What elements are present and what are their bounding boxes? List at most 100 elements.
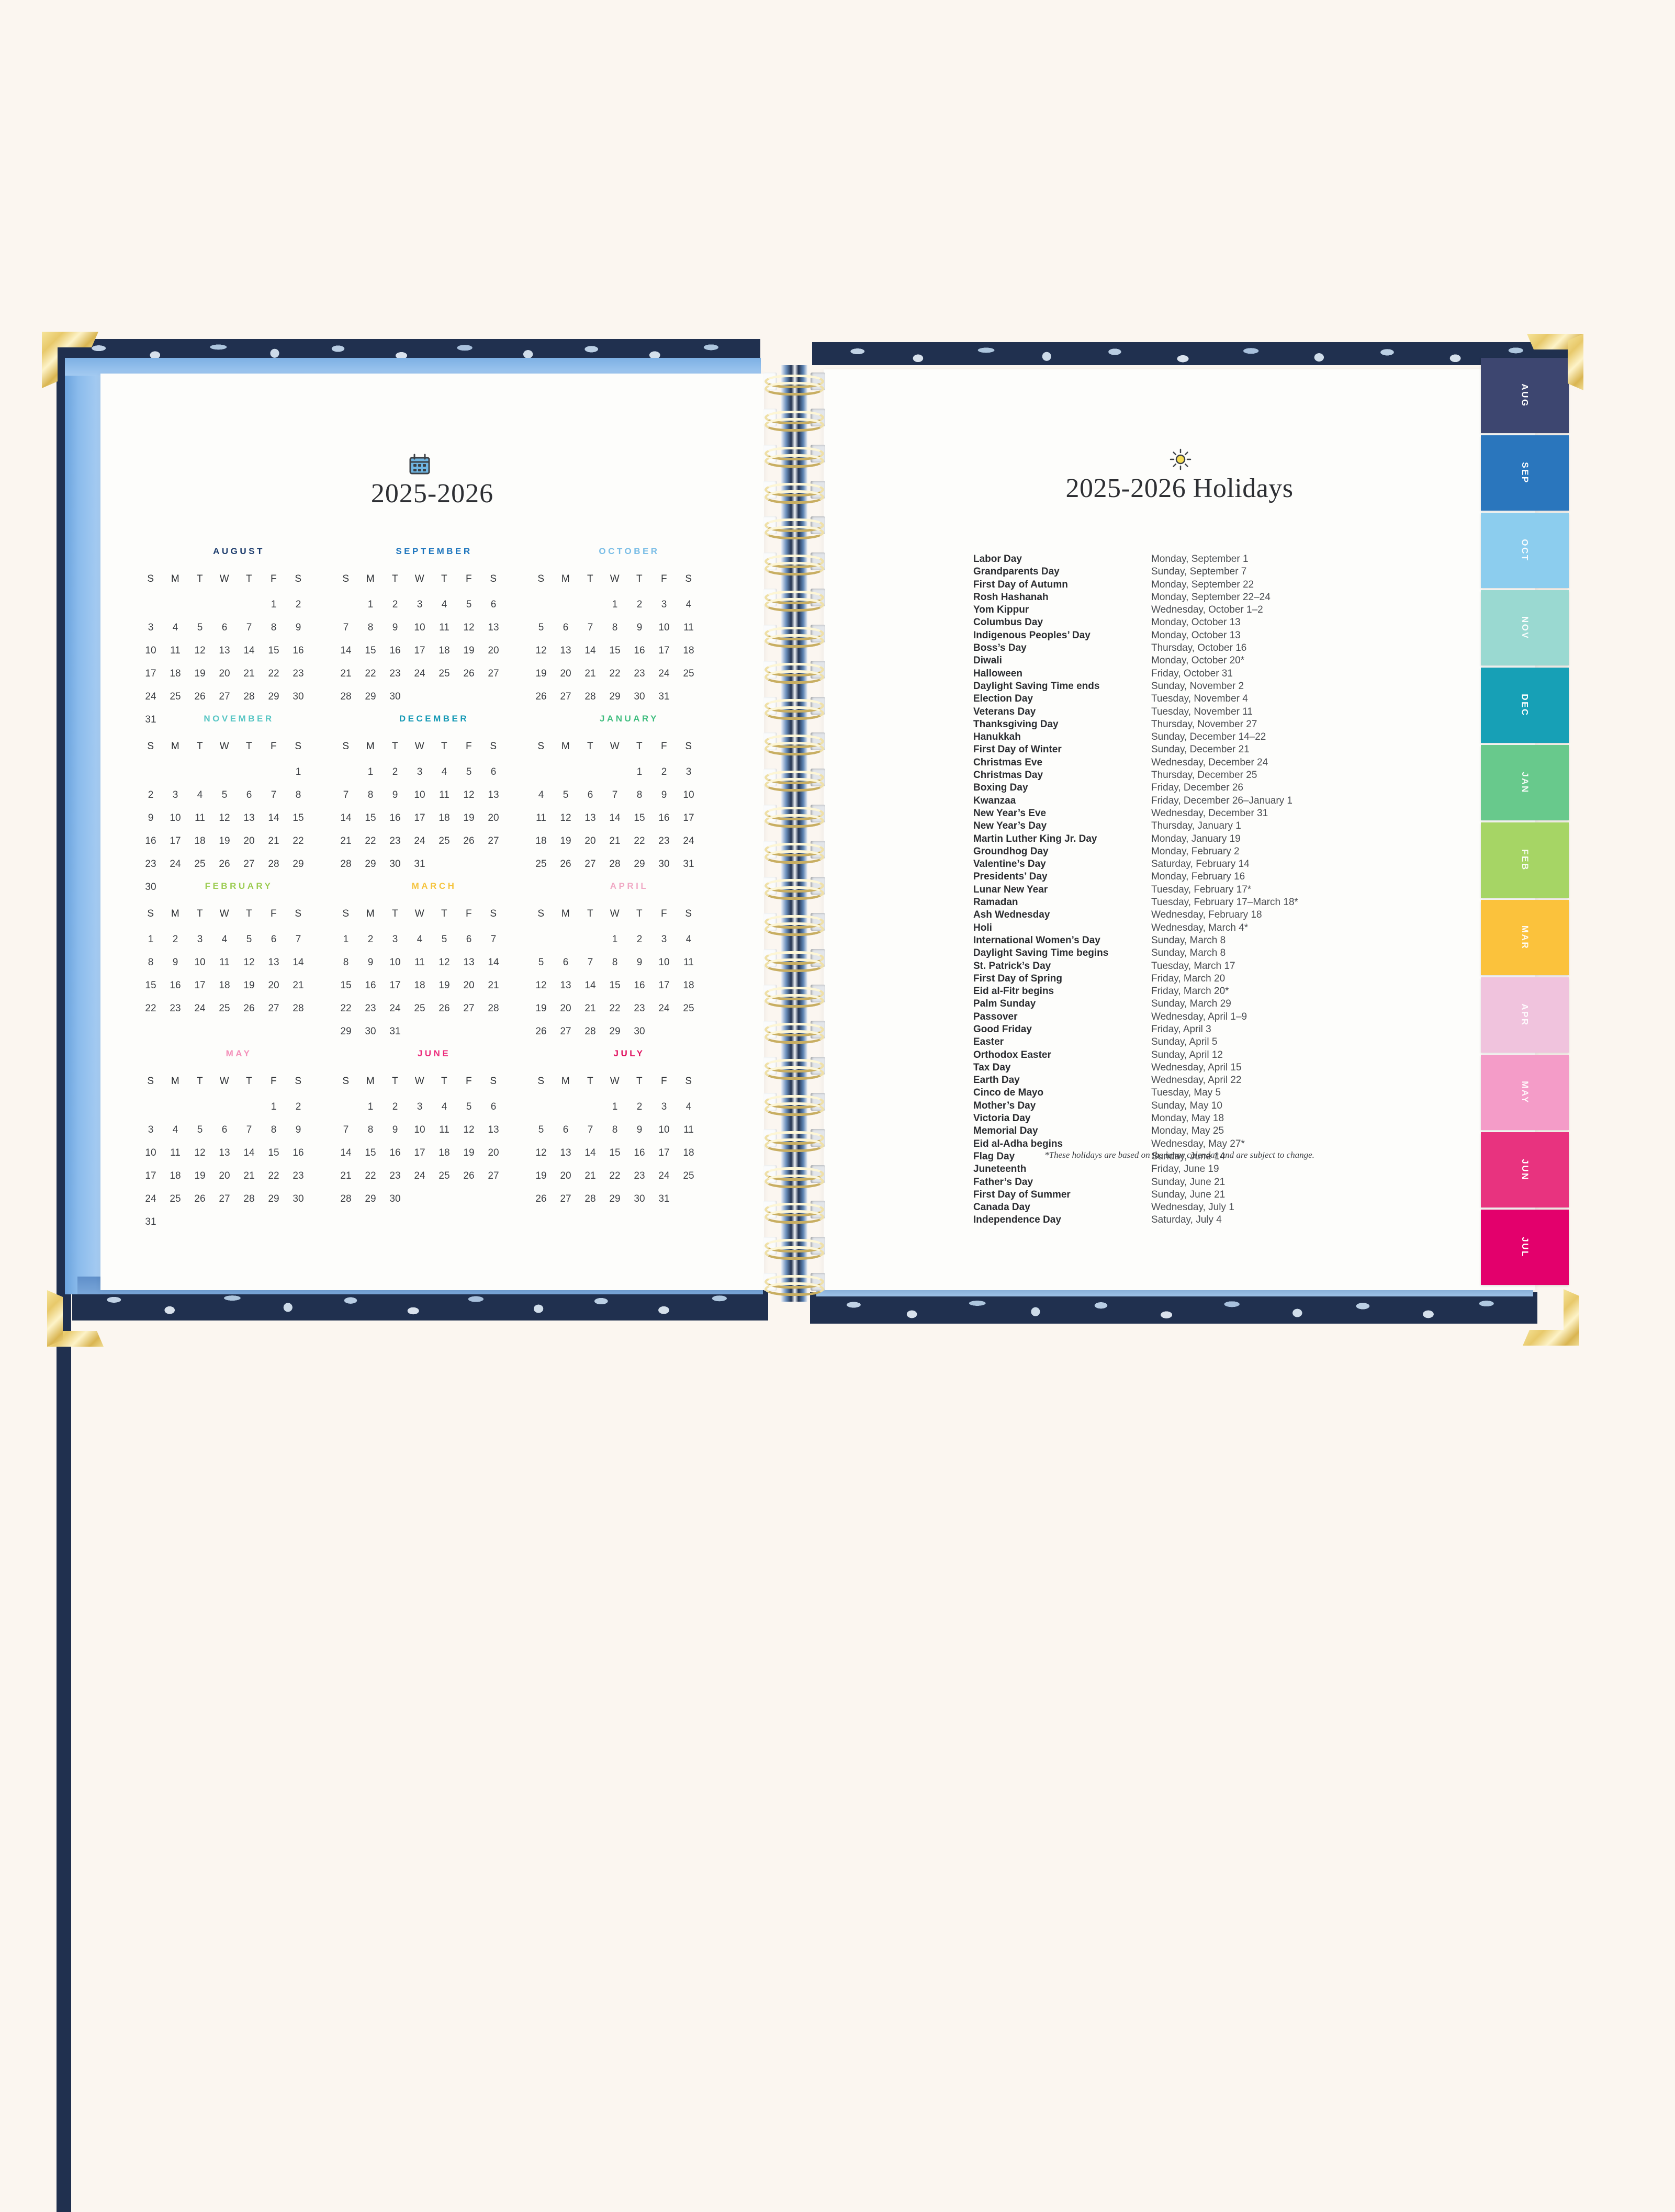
day-cell: 13 <box>219 645 230 656</box>
week-row: 11 12 13 14 15 16 17 <box>532 812 727 824</box>
weekday-label: S <box>537 908 545 919</box>
day-cell: 16 <box>293 645 304 656</box>
day-cell: 7 <box>246 1124 252 1135</box>
day-cell: 22 <box>365 836 376 847</box>
day-cell: 30 <box>365 1026 376 1037</box>
holiday-date: Monday, October 20* <box>1151 655 1245 667</box>
month-tab-feb[interactable]: FEB <box>1481 822 1569 898</box>
day-cell: 4 <box>197 789 203 800</box>
day-cell: 13 <box>463 957 475 968</box>
weekday-label: T <box>636 573 643 584</box>
weekday-label: W <box>219 741 230 752</box>
week-row: 1 2 3 4 <box>532 934 727 945</box>
day-cell: 23 <box>170 1003 181 1014</box>
day-cell: 24 <box>145 691 156 702</box>
month-tab-dec[interactable]: DEC <box>1481 668 1569 743</box>
day-cell: 12 <box>535 645 547 656</box>
day-cell: 17 <box>389 980 401 991</box>
day-cell: 28 <box>243 691 255 702</box>
month-tab-oct[interactable]: OCT <box>1481 513 1569 588</box>
holiday-name: Ash Wednesday <box>973 909 1050 921</box>
holiday-date: Sunday, November 2 <box>1151 680 1244 692</box>
month-tab-jan[interactable]: JAN <box>1481 745 1569 820</box>
day-cell: 31 <box>145 1216 156 1227</box>
weekday-label: M <box>561 741 570 752</box>
holiday-date: Wednesday, February 18 <box>1151 909 1262 921</box>
week-row: 1 2 3 4 5 6 <box>336 1101 532 1113</box>
day-cell: 22 <box>293 836 304 847</box>
weekday-label: S <box>295 573 302 584</box>
holiday-row: Christmas Day Thursday, December 25 <box>973 770 1465 782</box>
day-cell: 11 <box>170 1147 181 1158</box>
day-cell: 14 <box>340 645 352 656</box>
month-tab-label: FEB <box>1520 849 1530 871</box>
holiday-name: Eid al-Fitr begins <box>973 986 1054 997</box>
binding-ring <box>765 382 824 396</box>
weekday-label: T <box>587 741 594 752</box>
weekday-label: F <box>465 573 473 584</box>
month-tab-mar[interactable]: MAR <box>1481 900 1569 975</box>
day-cell: 22 <box>634 836 645 847</box>
day-cell: 12 <box>463 1124 475 1135</box>
month-tab-nov[interactable]: NOV <box>1481 590 1569 665</box>
day-cell: 10 <box>414 1124 425 1135</box>
week-row: 1 2 3 4 5 6 7 <box>336 934 532 945</box>
holiday-row: Victoria Day Monday, May 18 <box>973 1113 1465 1125</box>
day-cell: 1 <box>612 934 618 945</box>
day-cell: 8 <box>636 789 643 800</box>
holiday-row: Hanukkah Sunday, December 14–22 <box>973 731 1465 744</box>
day-cell: 4 <box>538 789 544 800</box>
week-row: 15 16 17 18 19 20 21 <box>336 980 532 991</box>
day-cell: 2 <box>392 766 398 777</box>
binding-ring <box>765 706 824 720</box>
month-tab-apr[interactable]: APR <box>1481 977 1569 1053</box>
day-cell: 14 <box>243 645 255 656</box>
day-cell: 3 <box>661 934 667 945</box>
day-cell-empty <box>190 599 209 611</box>
day-cell-empty <box>264 766 283 778</box>
week-row: 12 13 14 15 16 17 18 <box>532 1147 727 1159</box>
month-tab-aug[interactable]: AUG <box>1481 358 1569 433</box>
day-cell: 1 <box>612 1101 618 1112</box>
holiday-footnote: *These holidays are based on the lunar c… <box>1044 1150 1314 1160</box>
weekday-label: M <box>171 741 180 752</box>
day-cell: 1 <box>271 599 277 610</box>
day-cell: 2 <box>367 934 374 945</box>
day-cell: 19 <box>439 980 450 991</box>
month-tab-may[interactable]: MAY <box>1481 1055 1569 1130</box>
day-cell-empty <box>581 934 600 945</box>
week-row: 18 19 20 21 22 23 24 <box>532 836 727 847</box>
binding-ring <box>765 1030 824 1044</box>
holiday-name: Cinco de Mayo <box>973 1087 1044 1099</box>
weekday-label: T <box>636 908 643 919</box>
day-cell: 11 <box>170 645 181 656</box>
month-tab-jun[interactable]: JUN <box>1481 1132 1569 1207</box>
day-cell: 6 <box>221 1124 228 1135</box>
month-tab-sep[interactable]: SEP <box>1481 435 1569 511</box>
day-cell: 29 <box>365 859 376 870</box>
day-cell-empty <box>190 1101 209 1113</box>
day-cell: 17 <box>683 812 694 823</box>
weekday-label: S <box>490 573 497 584</box>
day-cell: 6 <box>563 957 569 968</box>
holiday-name: Martin Luther King Jr. Day <box>973 833 1097 844</box>
day-cell: 15 <box>634 812 645 823</box>
month-tab-jul[interactable]: JUL <box>1481 1210 1569 1285</box>
weekday-label: S <box>490 741 497 752</box>
holiday-row: Juneteenth Friday, June 19 <box>973 1164 1465 1176</box>
day-cell-empty <box>240 1101 258 1113</box>
holiday-name: Canada Day <box>973 1202 1030 1213</box>
weekday-label: S <box>490 908 497 919</box>
weekday-label: T <box>245 908 253 919</box>
day-cell: 23 <box>389 668 401 679</box>
day-cell: 24 <box>683 836 694 847</box>
weekday-label: T <box>391 741 399 752</box>
month-tab-strip[interactable]: AUG SEP OCT NOV DEC JAN FEB MAR APR MAY JUN JUL <box>1481 358 1569 1300</box>
weekday-label: F <box>660 573 668 584</box>
day-cell: 25 <box>194 859 206 870</box>
month-block-june: JUNE S M T W T F S 1 2 3 4 5 6 7 8 9 10 11 12 13 14 15 16 17 18 1… <box>336 1048 532 1216</box>
holiday-date: Sunday, April 5 <box>1151 1036 1218 1048</box>
holiday-date: Tuesday, March 17 <box>1151 960 1235 972</box>
